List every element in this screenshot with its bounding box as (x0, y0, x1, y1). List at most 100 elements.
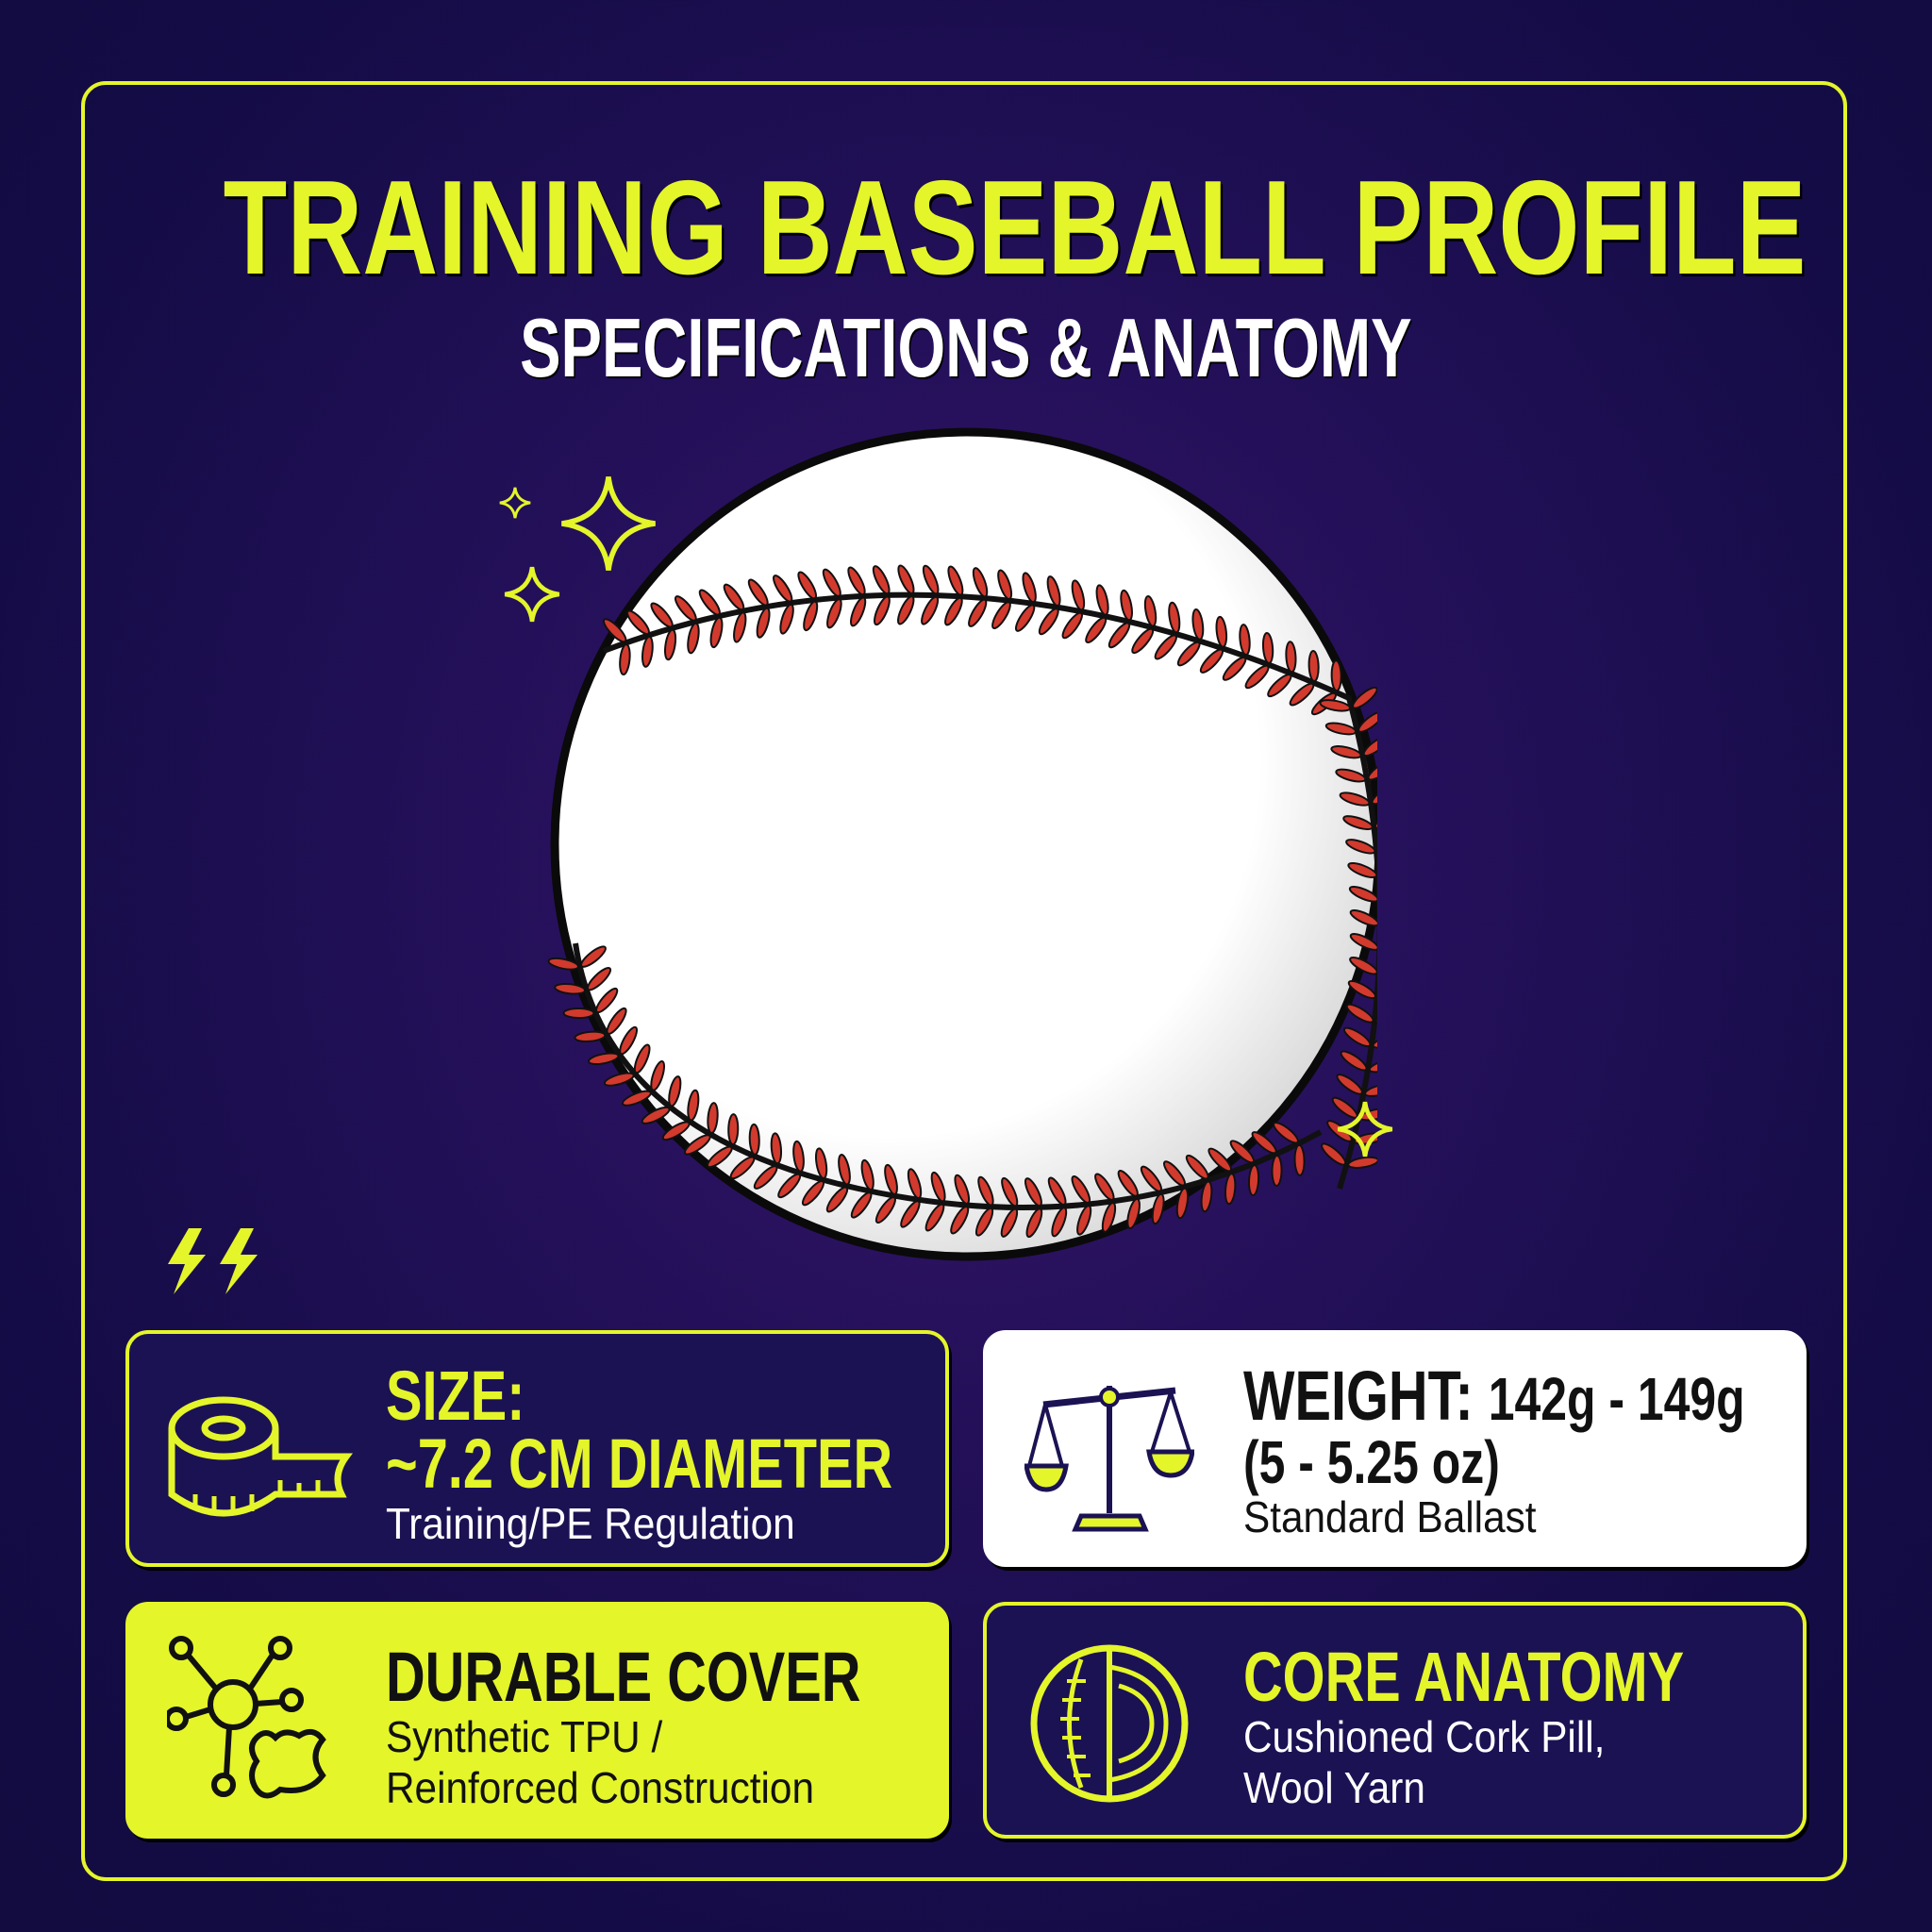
stitch (1335, 768, 1367, 783)
sparkle-icon (1337, 1101, 1393, 1158)
stitch (826, 598, 842, 629)
stitch (1357, 710, 1377, 733)
stitch (1185, 1154, 1209, 1180)
stitch (1025, 1208, 1043, 1239)
stitch (884, 1163, 898, 1195)
stitch (707, 1145, 733, 1169)
tape-measure-icon (168, 1396, 353, 1517)
stitch (1273, 1122, 1299, 1144)
stitch (872, 565, 891, 595)
stitch (1336, 1074, 1363, 1095)
stitch (756, 607, 771, 639)
stitch (674, 595, 697, 622)
stitch (1143, 595, 1158, 627)
stitch (1368, 1058, 1377, 1074)
stitch (977, 1175, 994, 1207)
stitch (603, 1072, 635, 1087)
stitch (1208, 1147, 1232, 1173)
stitch (619, 1025, 639, 1056)
stitch (650, 602, 674, 628)
stitch (1000, 1208, 1019, 1238)
stitch (777, 1173, 802, 1199)
size-detail: Training/PE Regulation (386, 1499, 795, 1548)
stitch (709, 616, 724, 649)
stitch (922, 564, 940, 595)
core-detail-1: Cushioned Cork Pill, (1243, 1712, 1606, 1761)
sparkle-icon (561, 476, 656, 571)
stitch (1224, 1173, 1237, 1206)
stitch (661, 1121, 691, 1141)
stitch (773, 575, 793, 603)
stitch (554, 982, 587, 995)
stitch (1117, 1170, 1139, 1197)
stitch (1267, 674, 1292, 698)
stitch (1342, 815, 1374, 831)
stitch (729, 1156, 756, 1180)
stitch (1374, 808, 1377, 829)
stitch (838, 1154, 851, 1186)
stitch (1244, 664, 1270, 690)
stitch (1330, 745, 1362, 759)
stitch (1140, 1165, 1163, 1192)
sparkle-icon (499, 487, 531, 519)
stitch (1095, 584, 1109, 616)
stitch (586, 967, 612, 991)
stitch (1293, 1143, 1306, 1176)
baseball-illustration (547, 427, 1377, 1261)
stitch (1319, 699, 1351, 712)
weight-card: WEIGHT: 142g - 149g (5 - 5.25 oz) Standa… (983, 1330, 1807, 1567)
stitch (1374, 1008, 1377, 1024)
subtitle-text: SPECIFICATIONS & ANATOMY (520, 301, 1412, 394)
stitch (1120, 589, 1133, 622)
balance-scale-icon (1024, 1386, 1194, 1532)
ball-cross-section-icon (1030, 1644, 1189, 1803)
stitch (1222, 656, 1247, 681)
stitch (900, 1200, 921, 1228)
stitch (1352, 686, 1377, 709)
stitch (1307, 650, 1320, 682)
stitch (1347, 862, 1377, 879)
stitch (814, 1147, 828, 1180)
stitch (997, 569, 1013, 600)
stitch (664, 628, 677, 661)
stitch (1349, 932, 1377, 951)
stitch (1061, 611, 1083, 640)
stitch (641, 636, 654, 668)
stitch (968, 598, 988, 627)
page-title: TRAINING BASEBALL PROFILE (0, 151, 1932, 306)
stitch (825, 1186, 849, 1213)
stitch (1289, 682, 1315, 707)
stitch (874, 1196, 896, 1224)
sparkle-icon (504, 566, 560, 623)
stitch (1239, 624, 1251, 657)
stitch (1024, 1177, 1042, 1208)
stitch (874, 595, 891, 626)
stitch (747, 578, 769, 607)
stitch (1324, 722, 1357, 736)
stitch (792, 1140, 805, 1173)
stitch (1199, 648, 1224, 674)
stitch (1038, 608, 1059, 636)
cover-heading: DURABLE COVER (386, 1638, 861, 1716)
stitch (947, 565, 964, 596)
stitch (733, 611, 747, 643)
stitch (1162, 1160, 1186, 1187)
stitch (595, 987, 619, 1014)
cover-card: DURABLE COVER Synthetic TPU / Reinforced… (125, 1602, 949, 1839)
cover-detail-1: Synthetic TPU / (386, 1712, 663, 1761)
stitch (954, 1174, 971, 1205)
stitch (684, 1134, 711, 1156)
stitch (1330, 659, 1342, 692)
stitch (847, 566, 866, 596)
stitch (1349, 909, 1377, 927)
stitch (801, 1180, 824, 1207)
stitch (1343, 1026, 1372, 1048)
stitch (822, 568, 841, 597)
stitch (1348, 885, 1377, 903)
stitch (633, 1043, 651, 1074)
stitch (770, 1132, 783, 1165)
size-heading: SIZE: (386, 1357, 525, 1435)
stitch (1367, 759, 1377, 781)
stitch (1101, 1202, 1117, 1233)
stitch (1331, 1096, 1358, 1119)
